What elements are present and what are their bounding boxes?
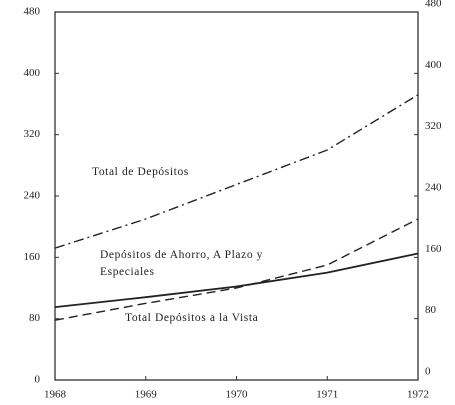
y-tick-label: 320 [24, 128, 41, 140]
series-label-box: Total Depósitos a la Vista [125, 312, 259, 324]
y2-tick-label: 0 [425, 366, 431, 378]
y2-tick-label: 160 [425, 243, 442, 255]
y2-tick-label: 400 [425, 59, 442, 71]
y-tick-label: 0 [35, 374, 41, 386]
y-tick-label: 240 [24, 190, 41, 202]
series-label: Total Depósitos a la Vista [125, 312, 259, 324]
x-tick-label: 1968 [44, 389, 67, 401]
y-tick-label: 400 [24, 67, 41, 79]
x-tick-label: 1972 [407, 389, 429, 401]
y2-tick-label: 320 [425, 120, 442, 132]
series-label: Total de Depósitos [92, 166, 189, 178]
y-tick-label: 160 [24, 251, 41, 263]
x-tick-label: 1971 [316, 389, 338, 401]
series-line [54, 252, 419, 309]
y-tick-label: 480 [24, 6, 41, 18]
series-line [54, 94, 419, 249]
y2-tick-label: 480 [425, 0, 442, 10]
series-label: Depósitos de Ahorro, A Plazo y Especiale… [100, 249, 264, 278]
y2-tick-label: 80 [425, 304, 437, 316]
y2-tick-label: 240 [425, 182, 442, 194]
y-tick-label: 80 [29, 312, 41, 324]
x-tick-label: 1969 [135, 389, 158, 401]
series-label-box: Depósitos de Ahorro, A Plazo y Especiale… [100, 249, 264, 278]
series-label-box: Total de Depósitos [92, 166, 189, 178]
series-line [54, 218, 419, 321]
x-tick-label: 1970 [226, 389, 249, 401]
